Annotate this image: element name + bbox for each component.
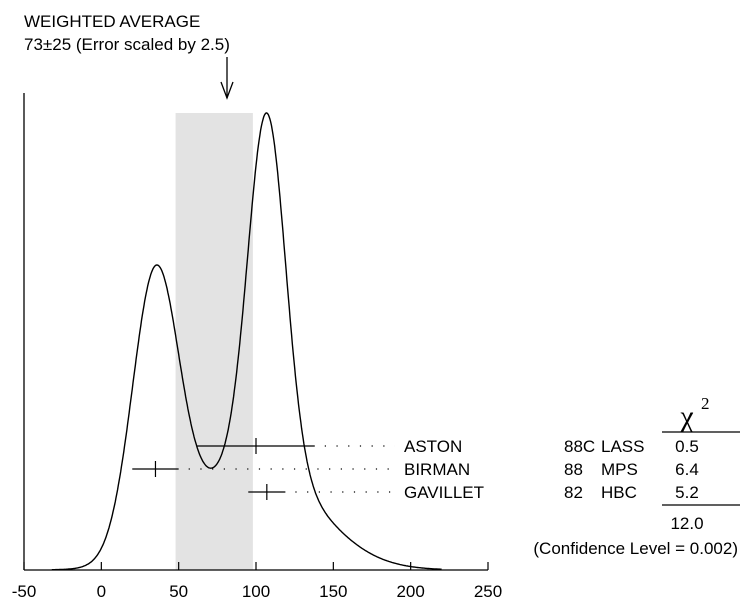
chi2-value: 0.5 xyxy=(675,437,699,456)
x-tick-label: 250 xyxy=(474,582,502,601)
measurement-row: GAVILLET 82 HBC 5.2 xyxy=(248,483,699,502)
ideogram-curve xyxy=(51,112,442,571)
x-tick-label: -50 xyxy=(12,582,37,601)
measurement-row: ASTON 88C LASS 0.5 xyxy=(197,437,699,456)
weighted-average-arrow xyxy=(220,57,234,100)
x-tick-label: 200 xyxy=(396,582,424,601)
year-label: 82 xyxy=(564,483,583,502)
year-label: 88 xyxy=(564,460,583,479)
chi2-value: 6.4 xyxy=(675,460,699,479)
measurement-row: BIRMAN 88 MPS 6.4 xyxy=(132,460,699,479)
confidence-level: (Confidence Level = 0.002) xyxy=(533,539,738,558)
chart-title: WEIGHTED AVERAGE xyxy=(24,12,200,31)
x-tick-label: 150 xyxy=(319,582,347,601)
chart-subtitle: 73±25 (Error scaled by 2.5) xyxy=(24,35,230,54)
chi2-superscript: 2 xyxy=(701,394,710,413)
chi2-total: 12.0 xyxy=(670,514,703,533)
experiment-label: LASS xyxy=(601,437,644,456)
author-label: GAVILLET xyxy=(404,483,484,502)
chi2-header: χ xyxy=(679,400,694,433)
experiment-label: MPS xyxy=(601,460,638,479)
x-tick-label: 0 xyxy=(97,582,106,601)
weighted-average-band xyxy=(175,113,253,570)
author-label: ASTON xyxy=(404,437,462,456)
author-label: BIRMAN xyxy=(404,460,470,479)
experiment-label: HBC xyxy=(601,483,637,502)
year-label: 88C xyxy=(564,437,595,456)
x-tick-label: 100 xyxy=(242,582,270,601)
chi2-value: 5.2 xyxy=(675,483,699,502)
x-tick-label: 50 xyxy=(169,582,188,601)
